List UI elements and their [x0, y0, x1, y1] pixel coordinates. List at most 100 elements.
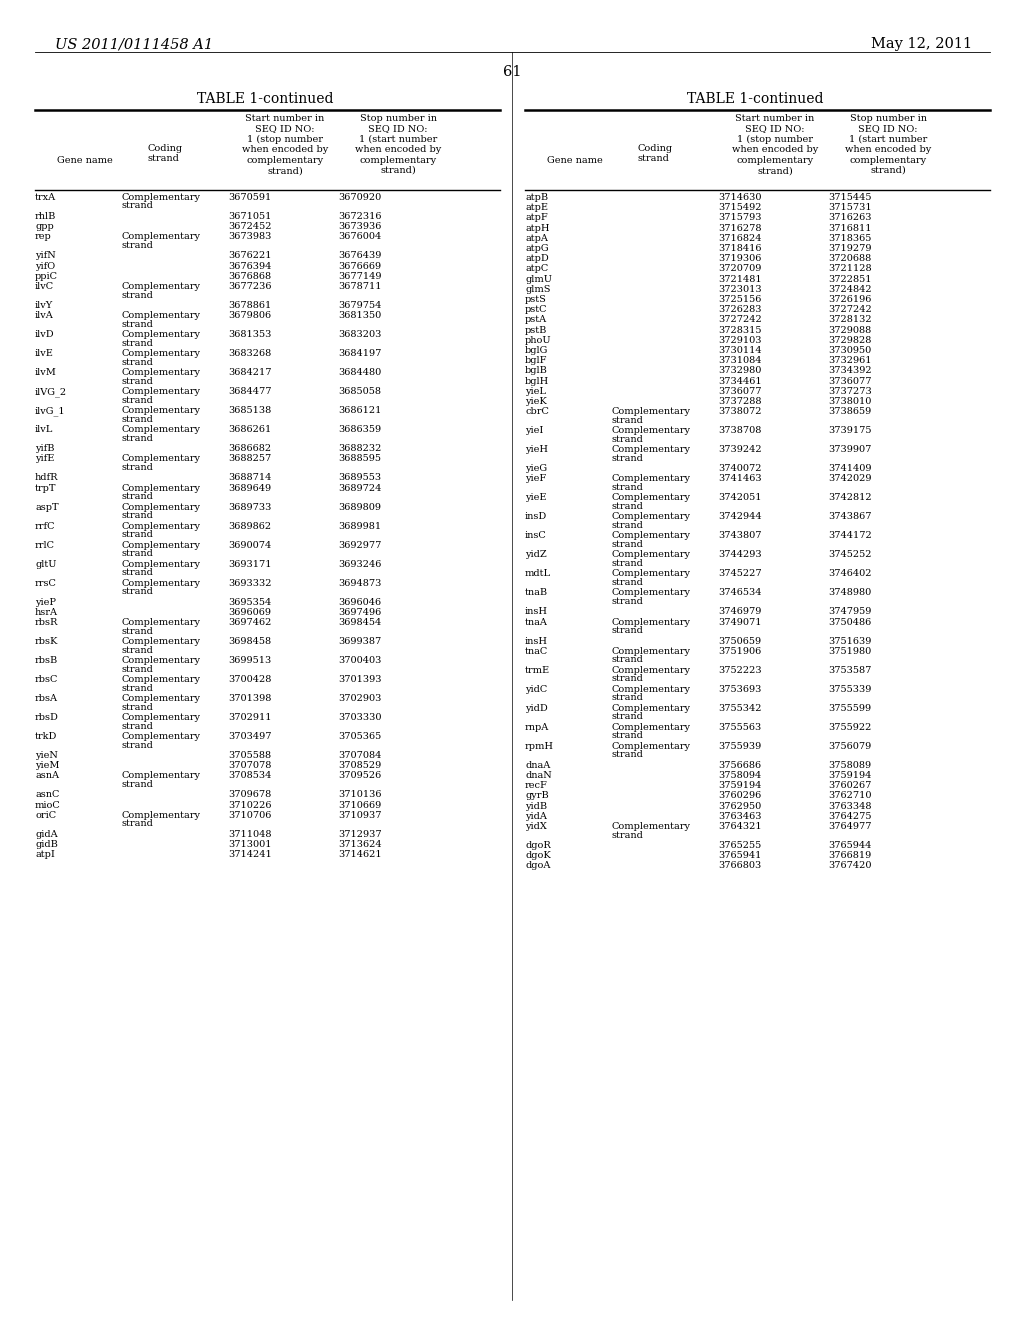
- Text: 3722851: 3722851: [828, 275, 871, 284]
- Text: 3676004: 3676004: [338, 232, 381, 242]
- Text: dnaN: dnaN: [525, 771, 552, 780]
- Text: 3709526: 3709526: [338, 771, 381, 780]
- Text: Stop number in
SEQ ID NO:
1 (start number
when encoded by
complementary
strand): Stop number in SEQ ID NO: 1 (start numbe…: [845, 114, 931, 176]
- Text: 3759194: 3759194: [828, 771, 871, 780]
- Text: 3742029: 3742029: [828, 474, 871, 483]
- Text: dgoR: dgoR: [525, 841, 551, 850]
- Text: pstS: pstS: [525, 294, 547, 304]
- Text: 3764977: 3764977: [828, 822, 871, 832]
- Text: rbsA: rbsA: [35, 694, 58, 704]
- Text: 3750659: 3750659: [718, 636, 761, 645]
- Text: strand: strand: [612, 454, 644, 463]
- Text: 3696046: 3696046: [338, 598, 381, 607]
- Text: 3689724: 3689724: [338, 483, 381, 492]
- Text: 3689809: 3689809: [338, 503, 381, 512]
- Text: Complementary: Complementary: [122, 232, 201, 242]
- Text: strand: strand: [612, 597, 644, 606]
- Text: Complementary: Complementary: [122, 454, 201, 463]
- Text: Complementary: Complementary: [122, 713, 201, 722]
- Text: 3693171: 3693171: [228, 560, 271, 569]
- Text: strand: strand: [122, 242, 154, 249]
- Text: 3712937: 3712937: [338, 830, 382, 838]
- Text: Stop number in
SEQ ID NO:
1 (start number
when encoded by
complementary
strand): Stop number in SEQ ID NO: 1 (start numbe…: [355, 114, 441, 176]
- Text: 3673983: 3673983: [228, 232, 271, 242]
- Text: 3742944: 3742944: [718, 512, 762, 521]
- Text: 3688714: 3688714: [228, 474, 271, 482]
- Text: strand: strand: [122, 434, 154, 442]
- Text: 3708534: 3708534: [228, 771, 271, 780]
- Text: ilvG_1: ilvG_1: [35, 407, 66, 416]
- Text: dgoK: dgoK: [525, 851, 551, 861]
- Text: hsrA: hsrA: [35, 607, 58, 616]
- Text: yifB: yifB: [35, 445, 54, 453]
- Text: 3715492: 3715492: [718, 203, 762, 213]
- Text: 3705588: 3705588: [228, 751, 271, 760]
- Text: yifN: yifN: [35, 251, 55, 260]
- Text: oriC: oriC: [35, 810, 56, 820]
- Text: 3729828: 3729828: [828, 335, 871, 345]
- Text: 3760296: 3760296: [718, 792, 761, 800]
- Text: May 12, 2011: May 12, 2011: [870, 37, 972, 51]
- Text: 3720709: 3720709: [718, 264, 762, 273]
- Text: 3700403: 3700403: [338, 656, 381, 665]
- Text: 3727242: 3727242: [718, 315, 762, 325]
- Text: 3732980: 3732980: [718, 367, 762, 375]
- Text: ilvA: ilvA: [35, 312, 53, 321]
- Text: yieM: yieM: [35, 762, 59, 770]
- Text: 3724842: 3724842: [828, 285, 871, 294]
- Text: 3689649: 3689649: [228, 483, 271, 492]
- Text: 3728132: 3728132: [828, 315, 871, 325]
- Text: 3732961: 3732961: [828, 356, 871, 366]
- Text: 3753587: 3753587: [828, 665, 871, 675]
- Text: yieP: yieP: [35, 598, 56, 607]
- Text: strand: strand: [612, 750, 644, 759]
- Text: strand: strand: [122, 587, 154, 597]
- Text: 3726283: 3726283: [718, 305, 762, 314]
- Text: 3763463: 3763463: [718, 812, 762, 821]
- Text: 3683203: 3683203: [338, 330, 381, 339]
- Text: trxA: trxA: [35, 193, 56, 202]
- Text: 3764275: 3764275: [828, 812, 871, 821]
- Text: 3715793: 3715793: [718, 214, 762, 222]
- Text: strand: strand: [122, 376, 154, 385]
- Text: Complementary: Complementary: [122, 483, 201, 492]
- Text: glmS: glmS: [525, 285, 551, 294]
- Text: Complementary: Complementary: [612, 569, 691, 578]
- Text: 3708529: 3708529: [338, 762, 381, 770]
- Text: 3730114: 3730114: [718, 346, 762, 355]
- Text: 3739907: 3739907: [828, 445, 871, 454]
- Text: 3752223: 3752223: [718, 665, 762, 675]
- Text: Coding
strand: Coding strand: [638, 144, 673, 164]
- Text: 3690074: 3690074: [228, 541, 271, 549]
- Text: 3698454: 3698454: [338, 618, 381, 627]
- Text: 3684197: 3684197: [338, 350, 381, 358]
- Text: trkD: trkD: [35, 733, 57, 741]
- Text: yieG: yieG: [525, 465, 547, 473]
- Text: TABLE 1-continued: TABLE 1-continued: [687, 92, 823, 106]
- Text: 3738010: 3738010: [828, 397, 871, 407]
- Text: 3685138: 3685138: [228, 407, 271, 416]
- Text: 3713001: 3713001: [228, 840, 271, 849]
- Text: 3670920: 3670920: [338, 193, 381, 202]
- Text: 3698458: 3698458: [228, 638, 271, 645]
- Text: 3688232: 3688232: [338, 445, 381, 453]
- Text: 3678711: 3678711: [338, 282, 382, 290]
- Text: Complementary: Complementary: [122, 675, 201, 684]
- Text: yifE: yifE: [35, 454, 54, 463]
- Text: 3742051: 3742051: [718, 494, 762, 503]
- Text: 3715731: 3715731: [828, 203, 871, 213]
- Text: 3686682: 3686682: [228, 445, 271, 453]
- Text: strand: strand: [612, 655, 644, 664]
- Text: strand: strand: [122, 568, 154, 577]
- Text: 3701398: 3701398: [228, 694, 271, 704]
- Text: strand: strand: [122, 549, 154, 558]
- Text: Gene name: Gene name: [57, 156, 113, 165]
- Text: Complementary: Complementary: [122, 350, 201, 358]
- Text: 3672452: 3672452: [228, 222, 271, 231]
- Text: 3719306: 3719306: [718, 255, 762, 263]
- Text: 3729103: 3729103: [718, 335, 762, 345]
- Text: 3689733: 3689733: [228, 503, 271, 512]
- Text: 3719279: 3719279: [828, 244, 871, 253]
- Text: 3758094: 3758094: [718, 771, 761, 780]
- Text: Complementary: Complementary: [612, 407, 691, 416]
